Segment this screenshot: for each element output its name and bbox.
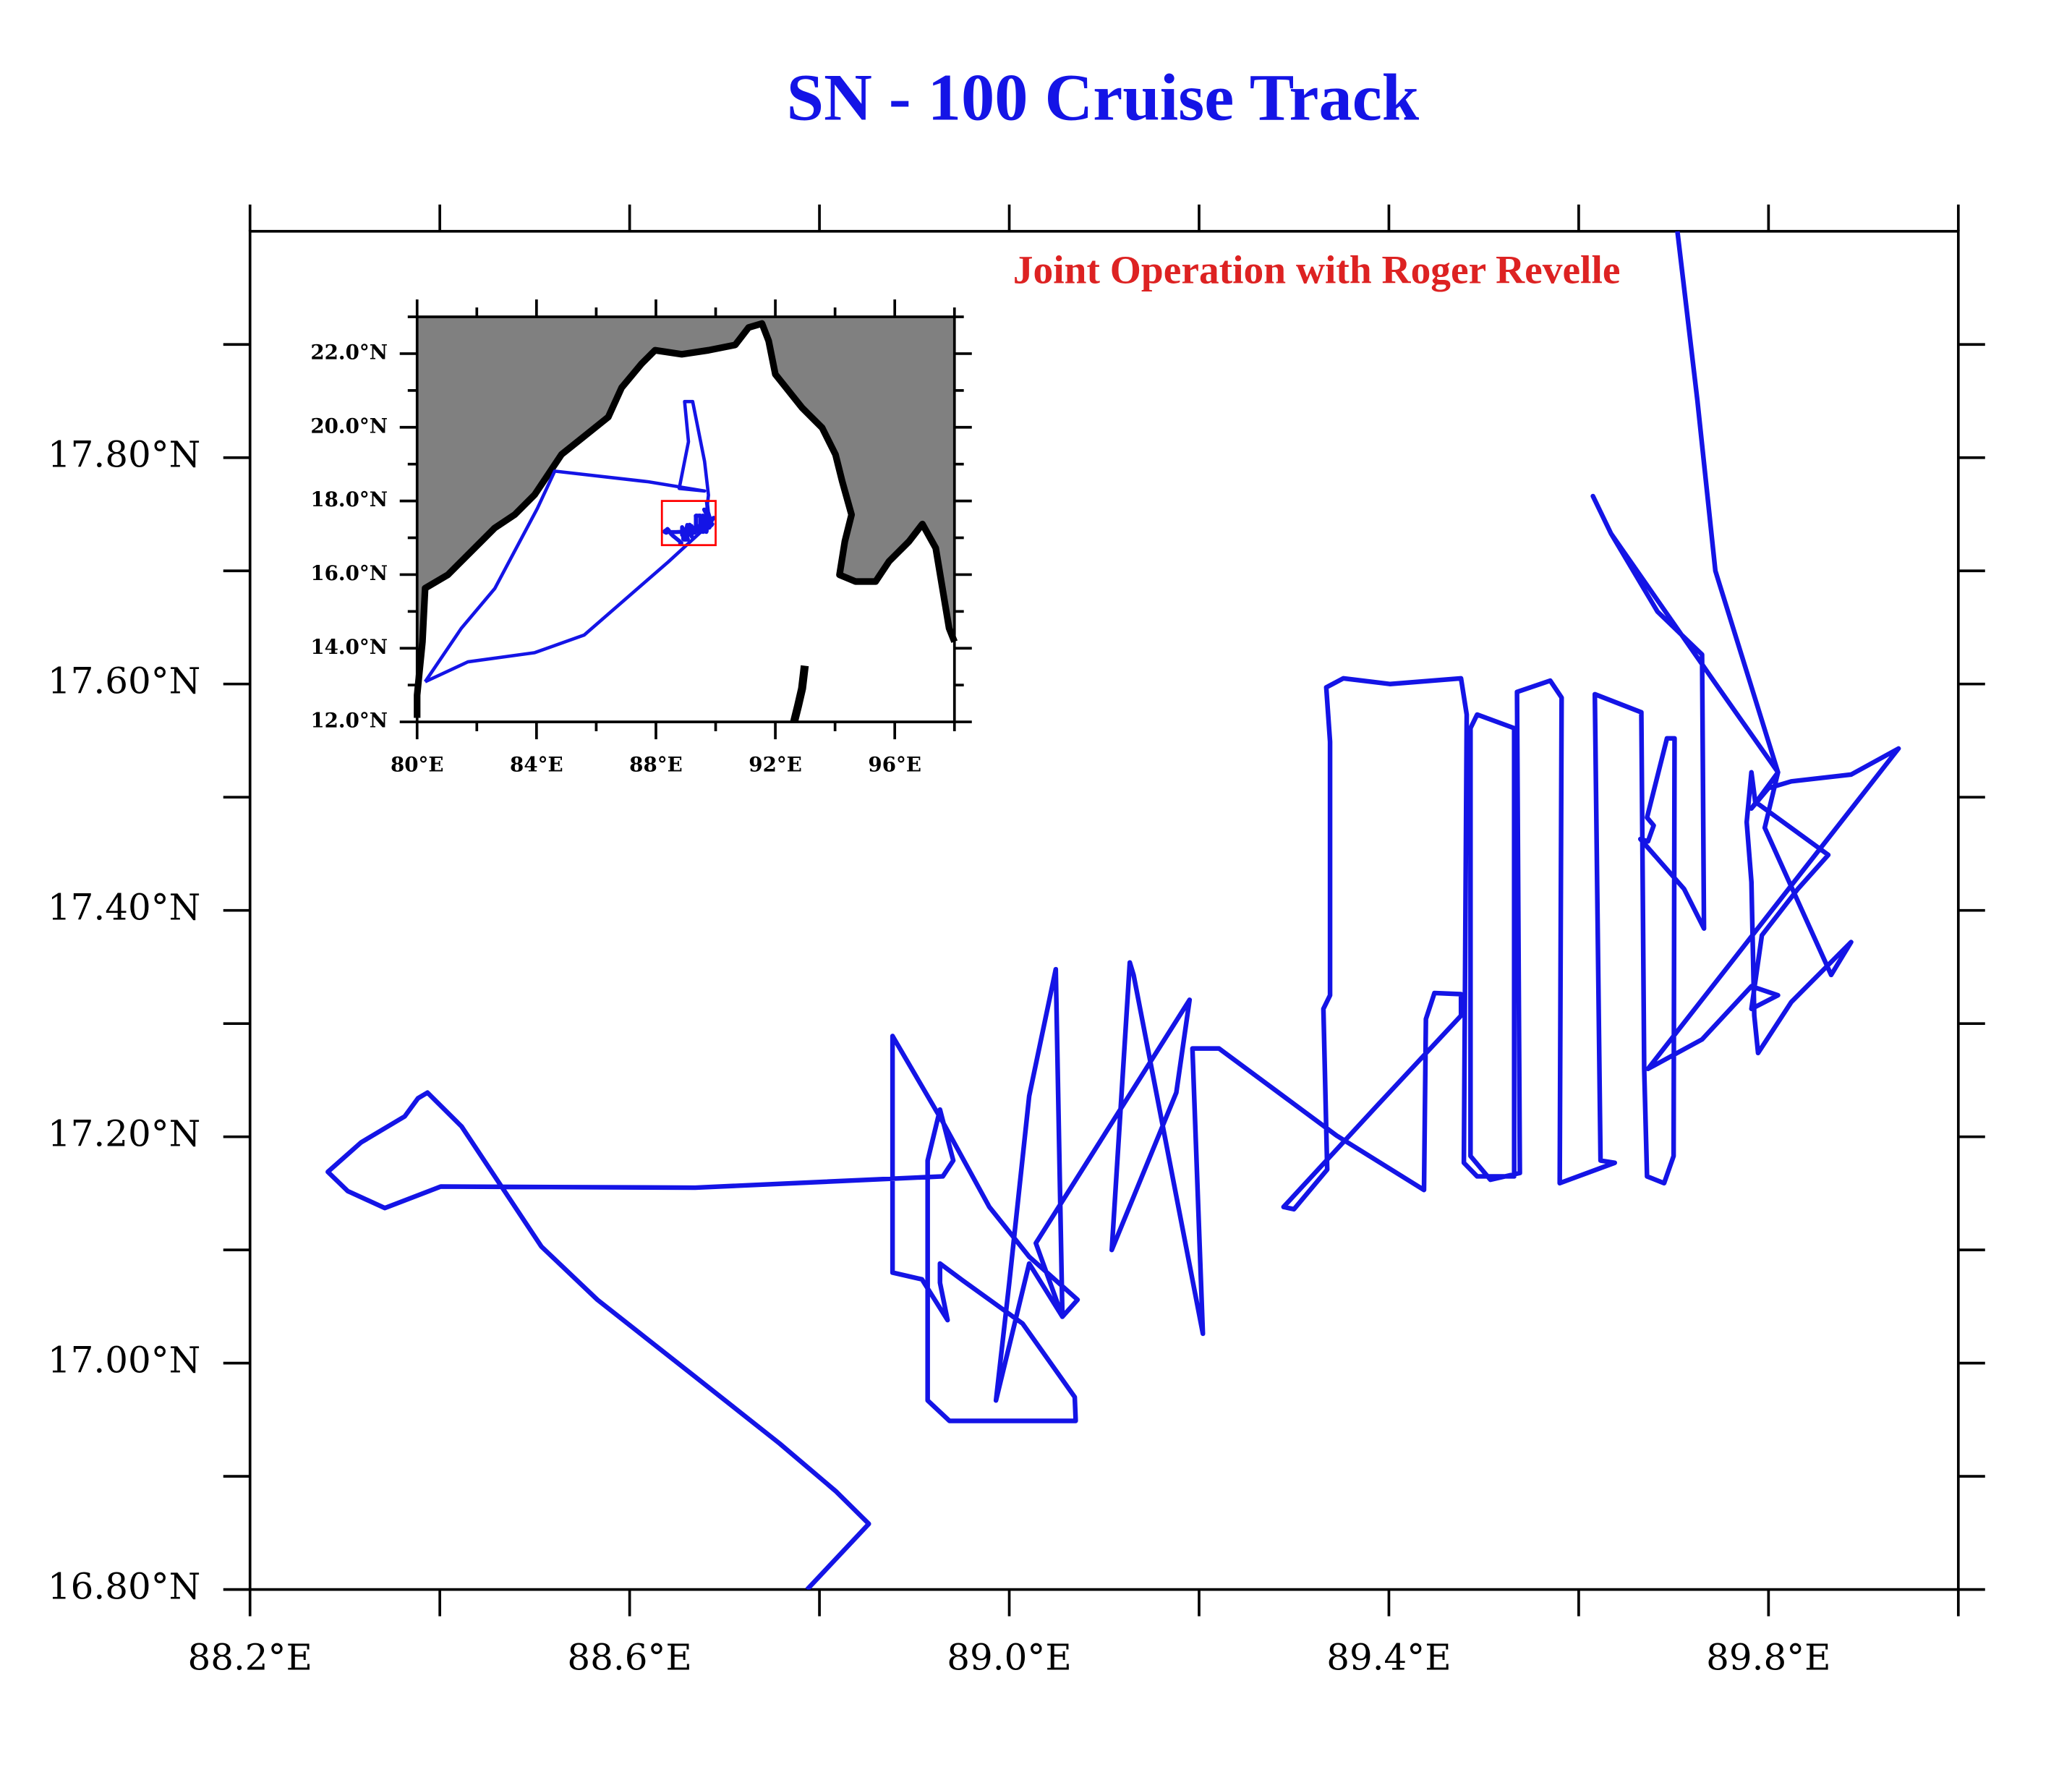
x-tick-label: 89.8°E [1706,1637,1830,1679]
x-tick-label: 96°E [868,753,921,777]
coastline [414,320,958,718]
track [325,231,1901,1590]
island [790,665,809,723]
x-tick-label: 89.4°E [1326,1637,1451,1679]
y-tick-label: 20.0°N [310,414,388,438]
y-tick-label: 22.0°N [310,340,388,364]
y-tick-label: 17.20°N [48,1113,200,1155]
y-tick-label: 16.80°N [48,1566,200,1608]
region-box [660,500,717,547]
y-tick-label: 17.60°N [48,660,200,702]
x-tick-label: 92°E [749,753,802,777]
x-tick-label: 88°E [629,753,683,777]
chart-title: SN - 100 Cruise Track [787,60,1420,134]
x-tick-label: 80°E [391,753,444,777]
annotation: Joint Operation with Roger Revelle [1013,248,1621,292]
y-tick-label: 12.0°N [310,709,388,733]
y-tick-label: 17.80°N [48,434,200,476]
track [662,501,716,547]
x-tick-label: 89.0°E [947,1637,1071,1679]
x-tick-label: 88.6°E [567,1637,691,1679]
track [423,399,710,684]
land [417,317,955,718]
inset-frame [415,315,956,723]
y-tick-label: 18.0°N [310,487,388,511]
x-tick-label: 88.2°E [187,1637,312,1679]
y-tick-label: 14.0°N [310,635,388,659]
y-tick-label: 16.0°N [310,561,388,585]
y-tick-label: 17.40°N [48,887,200,929]
inset-map: 80°E 84°E 88°E 92°E 96°E 12.0°N 14.0°N 16.0°N 18… [310,299,972,777]
x-tick-label: 84°E [510,753,563,777]
main-map: 88.2°E 88.6°E 89.0°E 89.4°E 89.8°E 16.80°N 17.… [48,204,1985,1679]
y-tick-label: 17.00°N [48,1340,200,1381]
